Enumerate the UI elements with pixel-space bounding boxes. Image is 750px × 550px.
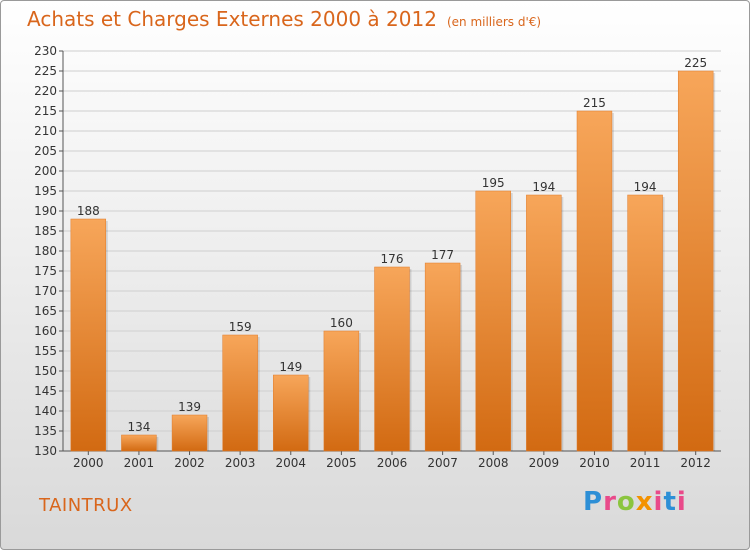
y-tick-label: 165 bbox=[34, 304, 57, 318]
chart-unit: (en milliers d'€) bbox=[446, 15, 542, 29]
bar-value-label: 225 bbox=[684, 56, 707, 70]
y-tick-label: 215 bbox=[34, 104, 57, 118]
bar-value-label: 160 bbox=[330, 316, 353, 330]
y-tick-label: 185 bbox=[34, 224, 57, 238]
x-tick-label: 2000 bbox=[73, 456, 104, 470]
x-tick-label: 2010 bbox=[579, 456, 610, 470]
bar bbox=[475, 190, 511, 452]
bar-value-label: 159 bbox=[229, 320, 252, 334]
y-tick-label: 160 bbox=[34, 324, 57, 338]
bar bbox=[627, 194, 663, 452]
bar bbox=[424, 262, 461, 452]
y-tick-label: 195 bbox=[34, 184, 57, 198]
bar bbox=[121, 434, 157, 452]
y-tick-label: 170 bbox=[34, 284, 57, 298]
bar-value-label: 195 bbox=[482, 176, 505, 190]
bar-value-label: 149 bbox=[279, 360, 302, 374]
proxiti-logo: Proxiti bbox=[583, 487, 687, 517]
bars bbox=[70, 70, 716, 452]
bar-value-label: 134 bbox=[127, 420, 150, 434]
x-tick-label: 2002 bbox=[174, 456, 205, 470]
y-tick-label: 140 bbox=[34, 404, 57, 418]
bar bbox=[576, 110, 613, 452]
y-tick-label: 190 bbox=[34, 204, 57, 218]
bar bbox=[70, 218, 107, 452]
bar bbox=[677, 70, 714, 452]
x-tick-label: 2006 bbox=[377, 456, 408, 470]
chart-title-text: Achats et Charges Externes 2000 à 2012 bbox=[27, 7, 437, 31]
bar-value-label: 176 bbox=[381, 252, 404, 266]
y-tick-label: 230 bbox=[34, 44, 57, 58]
bar-value-label: 194 bbox=[634, 180, 657, 194]
labels: 130 135 140 145 150 155 160 165 170 175 180 185 190 1… bbox=[34, 44, 711, 470]
y-tick-label: 210 bbox=[34, 124, 57, 138]
y-tick-label: 145 bbox=[34, 384, 57, 398]
y-tick-label: 175 bbox=[34, 264, 57, 278]
y-tick-label: 220 bbox=[34, 84, 57, 98]
y-tick-label: 180 bbox=[34, 244, 57, 258]
x-tick-label: 2007 bbox=[427, 456, 458, 470]
y-tick-label: 135 bbox=[34, 424, 57, 438]
commune-name: TAINTRUX bbox=[39, 495, 133, 516]
y-tick-label: 200 bbox=[34, 164, 57, 178]
x-tick-label: 2004 bbox=[275, 456, 306, 470]
y-tick-label: 205 bbox=[34, 144, 57, 158]
x-tick-label: 2005 bbox=[326, 456, 357, 470]
y-tick-label: 155 bbox=[34, 344, 57, 358]
y-tick-label: 130 bbox=[34, 444, 57, 458]
bar bbox=[273, 374, 309, 452]
bar-value-label: 188 bbox=[77, 204, 100, 218]
chart-title: Achats et Charges Externes 2000 à 2012 (e… bbox=[27, 7, 541, 31]
bar bbox=[222, 334, 258, 452]
bar bbox=[526, 194, 562, 452]
bar-value-label: 215 bbox=[583, 96, 606, 110]
bar bbox=[171, 414, 208, 452]
bar bbox=[374, 266, 410, 452]
bar-value-label: 194 bbox=[532, 180, 555, 194]
x-tick-label: 2008 bbox=[478, 456, 509, 470]
x-tick-label: 2003 bbox=[225, 456, 256, 470]
x-tick-label: 2009 bbox=[529, 456, 560, 470]
bar bbox=[323, 330, 360, 452]
bar-value-label: 139 bbox=[178, 400, 201, 414]
x-tick-label: 2011 bbox=[630, 456, 661, 470]
y-tick-label: 225 bbox=[34, 64, 57, 78]
x-tick-label: 2001 bbox=[124, 456, 155, 470]
y-tick-label: 150 bbox=[34, 364, 57, 378]
x-tick-label: 2012 bbox=[680, 456, 711, 470]
bar-value-label: 177 bbox=[431, 248, 454, 262]
